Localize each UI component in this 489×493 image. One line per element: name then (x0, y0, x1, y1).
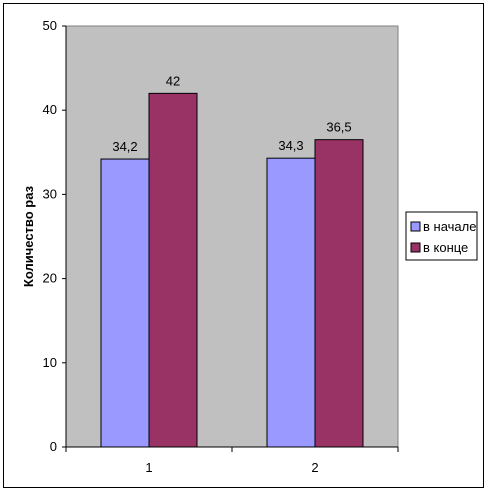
data-label: 34,3 (278, 138, 303, 153)
data-label: 36,5 (326, 120, 351, 135)
legend-swatch (410, 221, 421, 232)
x-tick-label: 1 (145, 460, 152, 475)
bar (266, 157, 316, 448)
y-tick-label: 10 (43, 355, 57, 370)
data-label: 34,2 (112, 139, 137, 154)
y-tick-label: 0 (50, 439, 57, 454)
y-tick-label: 40 (43, 102, 57, 117)
y-axis-title: Количество раз (21, 185, 36, 287)
data-label: 42 (166, 73, 180, 88)
legend-label: в конце (423, 240, 468, 255)
y-tick-label: 30 (43, 186, 57, 201)
legend-label: в начале (423, 219, 476, 234)
legend-swatch (410, 242, 421, 253)
x-tick-label: 2 (311, 460, 318, 475)
y-tick-label: 20 (43, 271, 57, 286)
bar (148, 92, 198, 448)
y-tick-label: 50 (43, 18, 57, 33)
bar (100, 158, 150, 448)
bar (314, 139, 364, 448)
